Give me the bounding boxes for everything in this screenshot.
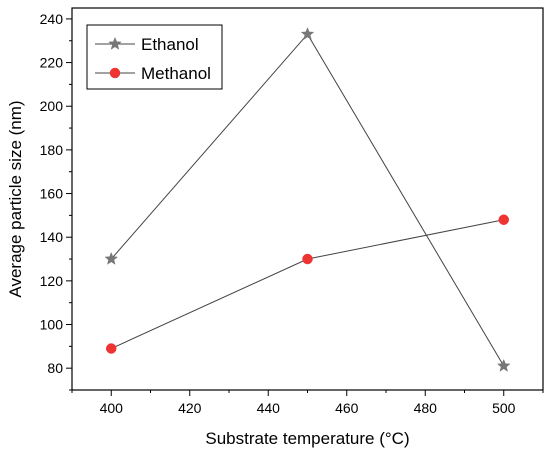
x-tick-label: 440: [257, 400, 281, 416]
y-tick-label: 200: [40, 98, 64, 114]
x-tick-label: 460: [335, 400, 359, 416]
methanol-legend-marker: [109, 67, 121, 79]
y-axis: 80 100 120 140 160 180 200 220 240: [40, 11, 72, 391]
methanol-point: [498, 214, 509, 225]
ethanol-legend-marker: [108, 36, 122, 50]
y-tick-label: 160: [40, 186, 64, 202]
x-tick-label: 480: [414, 400, 438, 416]
ethanol-point: [496, 358, 511, 372]
x-axis-title: Substrate temperature (°C): [205, 429, 409, 448]
legend-box: [86, 24, 223, 90]
y-tick-label: 140: [40, 229, 64, 245]
y-tick-label: 120: [40, 273, 64, 289]
ethanol-legend-label: Ethanol: [141, 35, 199, 54]
methanol-point: [106, 343, 117, 354]
x-tick-label: 500: [492, 400, 516, 416]
ethanol-point: [104, 251, 119, 265]
y-tick-label: 80: [47, 360, 63, 376]
legend: Ethanol Methanol: [86, 24, 223, 90]
methanol-point: [302, 253, 313, 265]
ethanol-point: [300, 27, 315, 41]
methanol-series-line: [111, 219, 504, 349]
y-tick-label: 180: [40, 142, 64, 158]
x-tick-label: 400: [100, 400, 124, 416]
y-axis-title: Average particle size (nm): [6, 100, 25, 297]
methanol-legend-label: Methanol: [141, 64, 211, 83]
y-tick-label: 100: [40, 317, 64, 333]
series-layer: [104, 27, 511, 372]
y-tick-label: 220: [40, 55, 64, 71]
x-tick-label: 420: [178, 400, 202, 416]
x-axis: 400 420 440 460 480 500: [71, 390, 544, 416]
y-tick-label: 240: [40, 11, 64, 27]
